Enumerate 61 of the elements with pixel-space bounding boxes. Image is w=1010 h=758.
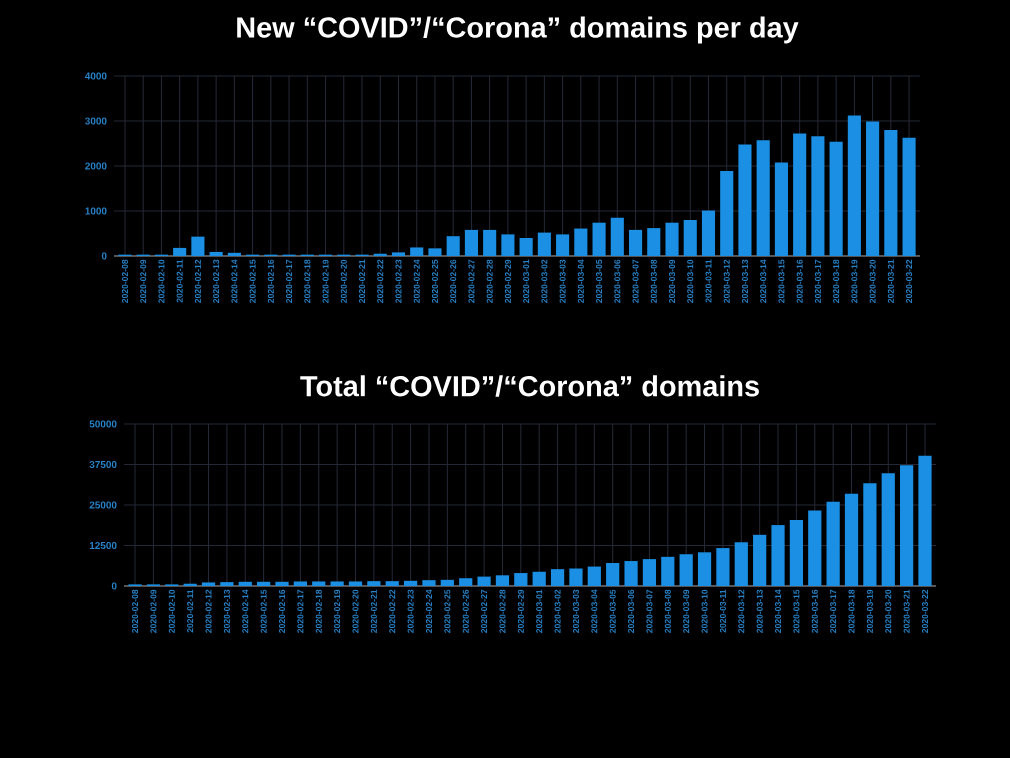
- bar: [683, 219, 697, 256]
- bar: [440, 579, 454, 586]
- bar: [738, 144, 752, 256]
- chart-title: New “COVID”/“Corona” domains per day: [237, 16, 799, 44]
- bar: [422, 580, 436, 586]
- bar: [753, 534, 767, 586]
- bar: [697, 552, 712, 586]
- bar: [446, 236, 460, 256]
- bar: [483, 229, 497, 256]
- bar: [808, 510, 822, 586]
- bar: [701, 210, 716, 256]
- bar: [756, 140, 770, 256]
- bar: [610, 217, 624, 256]
- bar: [829, 141, 843, 256]
- bar: [537, 232, 551, 256]
- bar: [863, 483, 877, 586]
- bar: [532, 571, 546, 586]
- bar: [844, 493, 859, 586]
- bar: [495, 575, 510, 586]
- bar: [793, 133, 807, 256]
- chart-title: Total “COVID”/“Corona” domains: [300, 375, 759, 397]
- bar: [774, 162, 788, 256]
- bar: [642, 559, 657, 586]
- bar: [881, 473, 895, 586]
- bar: [428, 248, 442, 256]
- bar: [403, 580, 418, 586]
- bar: [866, 121, 880, 256]
- bar: [789, 519, 804, 586]
- bar: [720, 170, 734, 256]
- bar: [884, 129, 898, 256]
- bar: [647, 228, 661, 256]
- bar: [628, 229, 643, 256]
- bar: [661, 556, 675, 586]
- bar: [716, 548, 730, 586]
- bar: [501, 234, 515, 256]
- bar: [459, 578, 473, 586]
- bar: [902, 137, 916, 256]
- bar: [514, 573, 528, 586]
- bar: [574, 228, 588, 256]
- bar: [847, 115, 861, 256]
- bar: [624, 561, 638, 586]
- bar: [587, 566, 601, 586]
- bar: [811, 136, 825, 256]
- bar: [519, 237, 533, 256]
- bar: [464, 229, 478, 256]
- bar: [771, 525, 785, 586]
- bar: [900, 465, 914, 586]
- bar: [550, 569, 565, 586]
- bar: [477, 576, 491, 586]
- bar: [918, 455, 932, 586]
- bar: [556, 234, 570, 256]
- bar: [173, 247, 187, 256]
- bar: [592, 222, 606, 256]
- bar: [410, 247, 424, 256]
- bar: [569, 568, 583, 586]
- bar: [826, 501, 840, 586]
- bar: [606, 562, 620, 586]
- bar: [734, 542, 748, 586]
- bar: [665, 222, 679, 256]
- bar: [679, 554, 693, 586]
- bar: [191, 236, 205, 256]
